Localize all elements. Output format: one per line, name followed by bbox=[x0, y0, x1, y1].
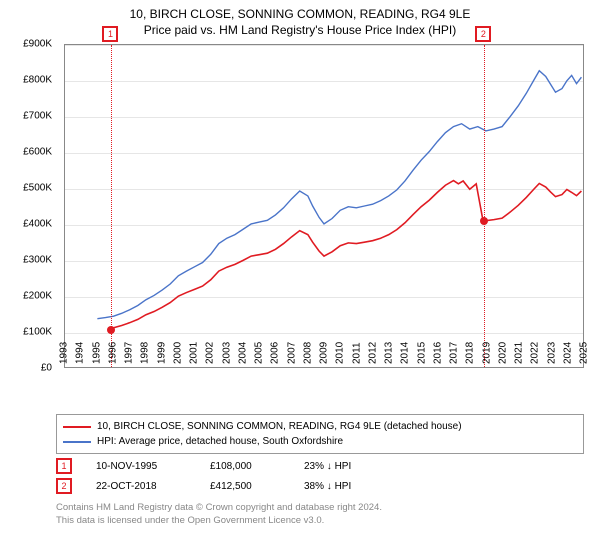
footer-line-2: This data is licensed under the Open Gov… bbox=[56, 515, 584, 528]
footer-credits: Contains HM Land Registry data © Crown c… bbox=[56, 502, 584, 528]
footer-line-1: Contains HM Land Registry data © Crown c… bbox=[56, 502, 584, 515]
x-tick-label: 2009 bbox=[319, 342, 330, 368]
x-tick-label: 2010 bbox=[335, 342, 346, 368]
x-tick-label: 2014 bbox=[400, 342, 411, 368]
x-tick-label: 1993 bbox=[59, 342, 70, 368]
sale-marker-2: 2 bbox=[475, 26, 491, 42]
x-tick-label: 2006 bbox=[270, 342, 281, 368]
x-tick-label: 2001 bbox=[189, 342, 200, 368]
x-tick-label: 2020 bbox=[497, 342, 508, 368]
x-tick-label: 2017 bbox=[449, 342, 460, 368]
x-tick-label: 2004 bbox=[237, 342, 248, 368]
x-tick-label: 2016 bbox=[432, 342, 443, 368]
series-hpi bbox=[97, 71, 581, 319]
legend-item: HPI: Average price, detached house, Sout… bbox=[63, 434, 577, 449]
sale-index-box: 1 bbox=[56, 458, 72, 474]
x-tick-label: 2025 bbox=[579, 342, 590, 368]
sale-date: 22-OCT-2018 bbox=[96, 481, 186, 492]
legend-label: 10, BIRCH CLOSE, SONNING COMMON, READING… bbox=[97, 419, 462, 434]
x-tick-label: 2000 bbox=[172, 342, 183, 368]
y-tick-label: £900K bbox=[23, 39, 56, 50]
legend-swatch bbox=[63, 426, 91, 428]
x-tick-label: 1999 bbox=[156, 342, 167, 368]
x-tick-label: 2022 bbox=[530, 342, 541, 368]
series-svg bbox=[65, 45, 583, 367]
x-tick-label: 2021 bbox=[514, 342, 525, 368]
y-tick-label: £200K bbox=[23, 291, 56, 302]
y-tick-label: £700K bbox=[23, 111, 56, 122]
x-tick-label: 1997 bbox=[124, 342, 135, 368]
sale-date: 10-NOV-1995 bbox=[96, 461, 186, 472]
y-tick-label: £600K bbox=[23, 147, 56, 158]
sale-point bbox=[480, 217, 488, 225]
series-property bbox=[111, 181, 581, 329]
x-tick-label: 1996 bbox=[107, 342, 118, 368]
y-tick-label: £0 bbox=[41, 363, 56, 374]
chart-subtitle: Price paid vs. HM Land Registry's House … bbox=[0, 22, 600, 38]
legend-swatch bbox=[63, 441, 91, 443]
sale-vs-hpi: 23% ↓ HPI bbox=[304, 461, 351, 472]
x-tick-label: 2013 bbox=[384, 342, 395, 368]
x-tick-label: 2012 bbox=[367, 342, 378, 368]
chart-area: £0 £100K £200K £300K £400K £500K £600K £700K £80… bbox=[8, 44, 592, 408]
x-tick-label: 1994 bbox=[75, 342, 86, 368]
x-tick-label: 2003 bbox=[221, 342, 232, 368]
y-tick-label: £800K bbox=[23, 75, 56, 86]
x-tick-label: 2018 bbox=[465, 342, 476, 368]
sale-price: £108,000 bbox=[210, 461, 280, 472]
x-tick-label: 2011 bbox=[351, 343, 362, 369]
y-tick-label: £300K bbox=[23, 255, 56, 266]
sale-point bbox=[107, 326, 115, 334]
x-tick-label: 2007 bbox=[286, 342, 297, 368]
y-tick-label: £400K bbox=[23, 219, 56, 230]
sale-row: 1 10-NOV-1995 £108,000 23% ↓ HPI bbox=[56, 458, 600, 474]
x-tick-label: 2015 bbox=[416, 342, 427, 368]
x-tick-label: 2019 bbox=[481, 342, 492, 368]
y-tick-label: £100K bbox=[23, 327, 56, 338]
chart-title: 10, BIRCH CLOSE, SONNING COMMON, READING… bbox=[0, 0, 600, 22]
legend: 10, BIRCH CLOSE, SONNING COMMON, READING… bbox=[56, 414, 584, 454]
x-tick-label: 2024 bbox=[562, 342, 573, 368]
x-tick-label: 1995 bbox=[91, 342, 102, 368]
x-tick-label: 2023 bbox=[546, 342, 557, 368]
legend-item: 10, BIRCH CLOSE, SONNING COMMON, READING… bbox=[63, 419, 577, 434]
sale-vs-hpi: 38% ↓ HPI bbox=[304, 481, 351, 492]
x-tick-label: 2008 bbox=[302, 342, 313, 368]
x-tick-label: 2005 bbox=[254, 342, 265, 368]
sales-table: 1 10-NOV-1995 £108,000 23% ↓ HPI 2 22-OCT-201… bbox=[0, 458, 600, 494]
sale-index-box: 2 bbox=[56, 478, 72, 494]
x-tick-label: 1998 bbox=[140, 342, 151, 368]
y-tick-label: £500K bbox=[23, 183, 56, 194]
sale-row: 2 22-OCT-2018 £412,500 38% ↓ HPI bbox=[56, 478, 600, 494]
x-tick-label: 2002 bbox=[205, 342, 216, 368]
chart-container: { "title": "10, BIRCH CLOSE, SONNING COM… bbox=[0, 0, 600, 560]
sale-price: £412,500 bbox=[210, 481, 280, 492]
plot-area bbox=[64, 44, 584, 368]
sale-marker-1: 1 bbox=[102, 26, 118, 42]
legend-label: HPI: Average price, detached house, Sout… bbox=[97, 434, 343, 449]
